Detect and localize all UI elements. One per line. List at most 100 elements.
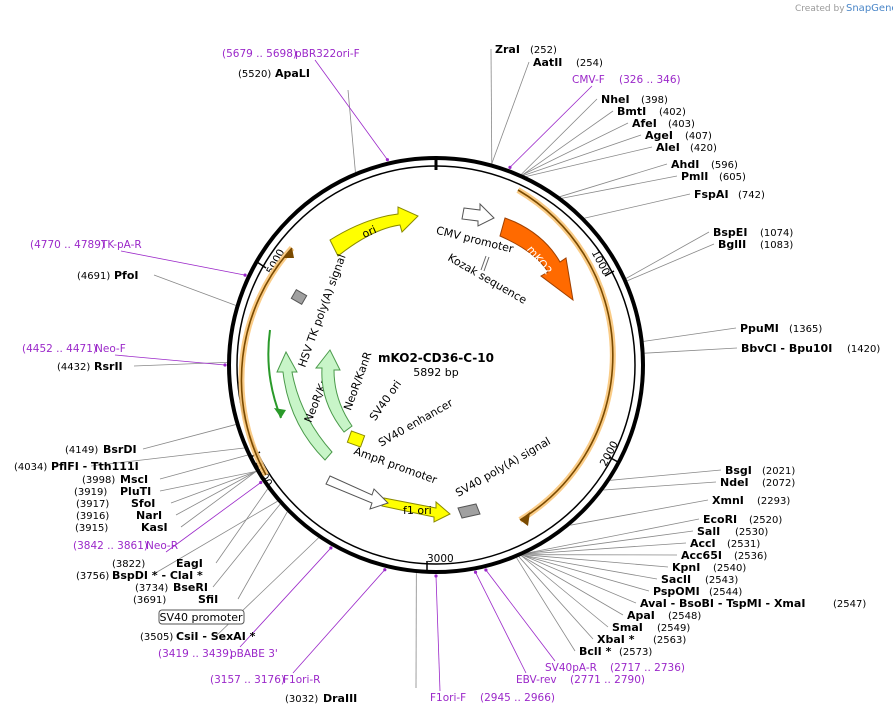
primer-name: F1ori-F <box>430 692 466 704</box>
site-leader-right <box>490 48 493 164</box>
site-label-right: XmnI <box>712 494 744 507</box>
site-leader-right <box>521 555 609 628</box>
leader-lines <box>90 48 738 692</box>
site-position-right: (2536) <box>734 551 767 562</box>
site-position-left: (3919) <box>74 487 107 498</box>
site-position-right: (1083) <box>760 240 793 251</box>
site-position-right: (2072) <box>762 478 795 489</box>
site-leader-left <box>212 503 281 588</box>
site-position-left: (5520) <box>238 69 271 80</box>
site-position-right: (2547) <box>833 599 866 610</box>
site-position-right: (1420) <box>847 344 880 355</box>
site-leader-left <box>159 470 257 492</box>
orf-arc-green <box>267 329 282 419</box>
primer-mark <box>434 574 438 578</box>
site-leader-right <box>521 555 624 616</box>
primer-leader <box>509 85 593 168</box>
site-leader-right <box>522 122 629 176</box>
site-leader-right <box>584 193 691 219</box>
site-position-right: (2540) <box>713 563 746 574</box>
site-leader-left <box>151 500 278 576</box>
site-leader-right <box>518 556 594 640</box>
feature-sv40-ori-box <box>346 430 366 448</box>
primer-name: F1ori-R <box>283 674 320 686</box>
site-label-right: AleI <box>656 141 680 154</box>
orf-arc-mko2-cd36-arrowhead <box>520 512 530 526</box>
primer-mark <box>508 165 512 169</box>
primer-leader <box>292 569 386 674</box>
site-leader-left <box>153 274 236 306</box>
site-label-left: NarI <box>136 509 162 522</box>
primer-name: Neo-R <box>146 540 178 552</box>
site-position-left: (3756) <box>76 571 109 582</box>
site-label-right: PmlI <box>681 170 708 183</box>
tick-5000 <box>256 261 267 269</box>
primer-mark <box>473 570 478 574</box>
site-leader-right <box>626 231 710 279</box>
site-label-left: ApaLI <box>275 67 310 80</box>
site-label-right: BclI * <box>579 645 612 658</box>
primer-mark <box>223 363 227 367</box>
site-label-left: KasI <box>141 521 168 534</box>
site-position-right: (742) <box>738 190 765 201</box>
site-label-left: SfiI <box>198 593 218 606</box>
primer-mark <box>259 480 263 485</box>
site-label-right: NheI <box>601 93 630 106</box>
primer-range: (3157 .. 3176) <box>210 674 285 686</box>
site-position-right: (2520) <box>749 515 782 526</box>
site-leader-right <box>644 347 738 354</box>
site-label-right: SacII <box>661 573 691 586</box>
site-position-left: (4149) <box>65 445 98 456</box>
site-label-left: PfoI <box>114 269 139 282</box>
site-label-right: BbvCI - Bpu10I <box>741 342 832 355</box>
feature-cmv-promoter <box>461 202 495 227</box>
site-leader-right <box>491 61 530 164</box>
site-position-right: (2548) <box>668 611 701 622</box>
site-leader-right <box>521 98 598 175</box>
primer-leader <box>435 575 441 692</box>
feature-neor-inner <box>314 349 353 433</box>
site-leader-right <box>570 499 709 526</box>
site-label-right: FspAI <box>694 188 729 201</box>
site-position-left: (3998) <box>82 475 115 486</box>
feature-f1-ori-label: f1 ori <box>403 504 432 517</box>
site-position-left: (3917) <box>76 499 109 510</box>
site-leader-right <box>523 554 669 568</box>
site-leader-right <box>522 554 637 604</box>
site-position-left: (3032) <box>285 694 318 705</box>
site-position-right: (420) <box>690 143 717 154</box>
site-label-right: AhdI <box>671 158 699 171</box>
feature-kozak-mark-a <box>480 255 487 271</box>
feature-kozak-label: Kozak sequence <box>446 251 530 307</box>
site-leader-left <box>175 471 257 516</box>
site-position-right: (254) <box>576 58 603 69</box>
site-label-right: BsgI <box>725 464 752 477</box>
site-label-right: AgeI <box>645 129 673 142</box>
primer-range: (4770 .. 4789) <box>30 239 105 251</box>
site-position-left: (4034) <box>14 462 47 473</box>
primer-mark <box>484 568 488 572</box>
site-position-left: (4691) <box>77 271 110 282</box>
feature-ori <box>329 206 419 257</box>
site-label-left: CsiI - SexAI * <box>176 630 256 643</box>
primer-name: pBR322ori-F <box>295 48 360 60</box>
site-label-left: MscI <box>120 473 148 486</box>
site-leader-right <box>526 146 653 177</box>
site-label-right: EcoRI <box>703 513 737 526</box>
site-leader-left <box>170 471 257 504</box>
site-label-right: AfeI <box>632 117 657 130</box>
site-leader-left <box>142 424 236 450</box>
site-position-right: (2549) <box>657 623 690 634</box>
primer-range: (3842 .. 3861) <box>73 540 148 552</box>
feature-sv40-ori-label: SV40 ori <box>367 378 404 423</box>
primer-leader <box>114 354 226 366</box>
site-leader-right <box>527 518 700 554</box>
primer-range: (2717 .. 2736) <box>610 662 685 674</box>
site-leader-left <box>159 454 248 480</box>
site-position-right: (2531) <box>727 539 760 550</box>
orf-arc-mko2-cd36 <box>517 189 614 521</box>
site-label-right: ApaI <box>627 609 655 622</box>
site-position-right: (398) <box>641 95 668 106</box>
site-leader-left <box>347 89 356 173</box>
primer-range: (5679 .. 5698) <box>222 48 297 60</box>
